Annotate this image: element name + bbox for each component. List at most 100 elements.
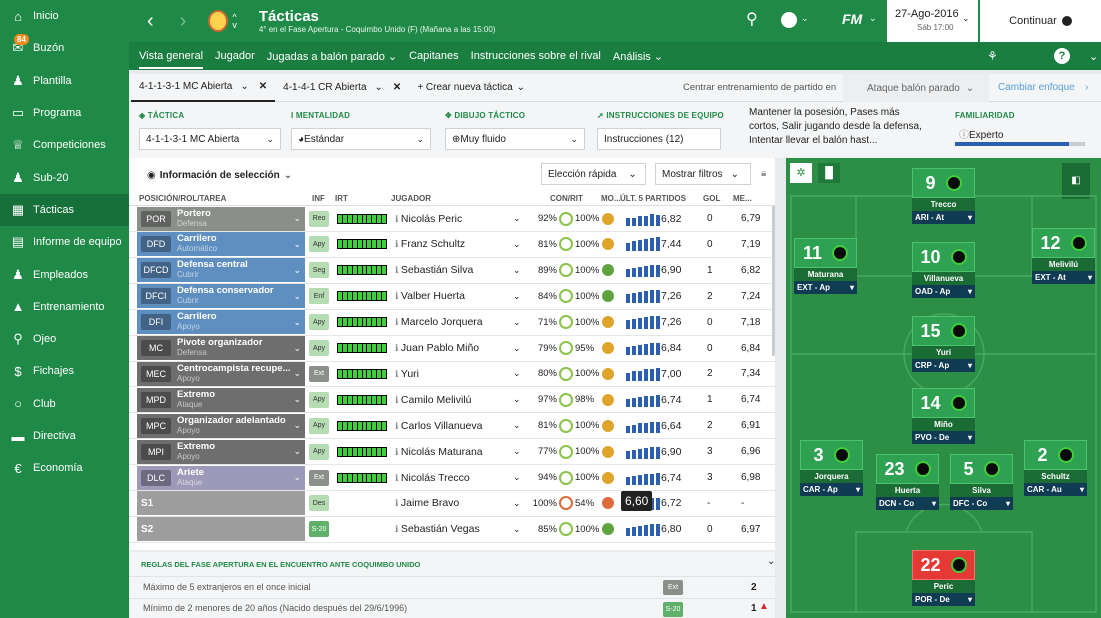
col-irt[interactable]: IRT (335, 194, 348, 203)
expand-icon[interactable]: ◧ (1062, 163, 1090, 199)
pitch-player-card[interactable]: 23 Huerta DCN - Co ▾ (876, 454, 939, 514)
role-selector[interactable]: DFI Carrilero Apoyo ⌄ (137, 310, 305, 335)
mentality-select[interactable]: ◕ Estándar ⌄ (291, 128, 431, 150)
chevron-down-icon[interactable]: ⌄ (513, 368, 521, 379)
chevron-down-icon[interactable]: ⌄ (293, 316, 301, 327)
pitch-player-card[interactable]: 11 Maturana EXT - Ap ▾ (794, 238, 857, 298)
player-name[interactable]: Jaime Bravo (395, 497, 459, 509)
sidebar-item-sub-20[interactable]: ♟ Sub-20 (0, 161, 129, 193)
player-role[interactable]: ARI - At ▾ (912, 211, 975, 224)
chevron-down-icon[interactable]: ⌄ (513, 497, 521, 508)
player-role[interactable]: CAR - Ap ▾ (800, 483, 863, 496)
col-last5[interactable]: ÚLT. 5 PARTIDOS (620, 194, 686, 203)
player-name[interactable]: Sebastián Silva (395, 264, 473, 276)
player-name[interactable]: Juan Pablo Miño (395, 342, 479, 354)
player-role[interactable]: DCN - Co ▾ (876, 497, 939, 510)
player-name[interactable]: Franz Schultz (395, 238, 465, 250)
player-role[interactable]: EXT - Ap ▾ (794, 281, 857, 294)
sidebar-item-empleados[interactable]: ♟ Empleados (0, 258, 129, 290)
chevron-down-icon[interactable]: ⌄ (293, 238, 301, 249)
tab-tactic-1[interactable]: 4-1-1-3-1 MC Abierta ⌄ ✕ (131, 74, 276, 102)
sidebar-item-competiciones[interactable]: ♕ Competiciones (0, 129, 129, 161)
player-role[interactable]: OAD - Ap ▾ (912, 285, 975, 298)
subnav-setpieces[interactable]: Jugadas a balón parado ⌄ (266, 50, 398, 63)
role-selector[interactable]: DFCI Defensa conservador Cubrir ⌄ (137, 284, 305, 309)
player-name[interactable]: Nicolás Trecco (395, 472, 470, 484)
chevron-down-icon[interactable]: ⌄ (513, 213, 521, 223)
quick-pick-select[interactable]: Elección rápida ⌄ (541, 163, 646, 185)
chevron-down-icon[interactable]: ⌄ (513, 472, 521, 482)
club-crest-icon[interactable] (208, 10, 229, 32)
fm-chevron-icon[interactable]: ⌄ (869, 13, 877, 23)
focus-select[interactable]: Ataque balón parado ⌄ (843, 74, 989, 102)
stats-view-icon[interactable]: ▐▌ (818, 163, 840, 183)
chevron-down-icon[interactable]: ⌄ (293, 446, 301, 457)
pitch-player-card[interactable]: 14 Miño PVO - De ▾ (912, 388, 975, 448)
create-tactic-button[interactable]: + Crear nueva táctica ⌄ (409, 74, 533, 102)
player-name[interactable]: Camilo Melivilú (395, 394, 472, 406)
forward-icon[interactable]: › (179, 9, 187, 32)
continue-button[interactable]: Continuar (980, 0, 1101, 42)
table-row[interactable]: S2 S-20 Sebastián Vegas ⌄ 85% 100% 6,80 0 6,97 (129, 517, 775, 543)
player-name[interactable]: Nicolás Maturana (395, 446, 483, 458)
chevron-down-icon[interactable]: ⌄ (513, 420, 521, 431)
player-name[interactable]: Sebastián Vegas (395, 523, 480, 535)
sidebar-item-entrenamiento[interactable]: ▲ Entrenamiento (0, 291, 129, 323)
subnav-chevron-icon[interactable]: ⌄ (1089, 50, 1099, 63)
chevron-down-icon[interactable]: ⌄ (293, 342, 301, 353)
col-mo[interactable]: MO... (601, 194, 621, 203)
rules-collapse-icon[interactable]: ⌄ (767, 556, 776, 567)
col-inf[interactable]: INF (312, 194, 325, 203)
sidebar-item-inicio[interactable]: ⌂ Inicio (0, 0, 129, 32)
player-name[interactable]: Carlos Villanueva (395, 420, 483, 432)
role-selector[interactable]: MPC Organizador adelantado Apoyo ⌄ (137, 413, 305, 438)
sidebar-item-directiva[interactable]: ▬ Directiva (0, 420, 129, 452)
pitch-player-card[interactable]: 10 Villanueva OAD - Ap ▾ (912, 242, 975, 302)
selection-info-dropdown[interactable]: Información de selección (159, 169, 280, 181)
player-name[interactable]: Marcelo Jorquera (395, 316, 483, 328)
role-selector[interactable]: POR Portero Defensa ⌄ (137, 206, 305, 231)
lock-icon[interactable]: 🔒︎ (761, 168, 767, 179)
role-selector[interactable]: S2 (137, 517, 305, 542)
chevron-down-icon[interactable]: ⌄ (513, 316, 521, 327)
globe-chevron-icon[interactable]: ⌄ (801, 13, 809, 23)
pitch-player-card[interactable]: 9 Trecco ARI - At ▾ (912, 168, 975, 228)
instructions-button[interactable]: Instrucciones (12) (597, 128, 721, 150)
role-selector[interactable]: MPI Extremo Apoyo ⌄ (137, 439, 305, 464)
chevron-down-icon[interactable]: ⌄ (293, 290, 301, 301)
pitch-player-card[interactable]: 5 Silva DFC - Co ▾ (950, 454, 1013, 514)
sidebar-item-plantilla[interactable]: ♟ Plantilla (0, 65, 129, 97)
chevron-down-icon[interactable]: ⌄ (293, 394, 301, 405)
tactic-select[interactable]: 4-1-1-3-1 MC Abierta ⌄ (139, 128, 281, 150)
subnav-player[interactable]: Jugador (215, 50, 255, 62)
pitch-player-card[interactable]: 15 Yuri CRP - Ap ▾ (912, 316, 975, 376)
sidebar-item-informe-de-equipo[interactable]: ▤ Informe de equipo (0, 226, 129, 258)
chevron-down-icon[interactable]: ⌄ (293, 472, 301, 482)
chevron-down-icon[interactable]: ⌄ (293, 368, 301, 379)
role-selector[interactable]: MEC Centrocampista recupe... Apoyo ⌄ (137, 361, 305, 386)
pitch-player-card[interactable]: 12 Melivilú EXT - At ▾ (1032, 228, 1095, 288)
role-selector[interactable]: DLC Ariete Ataque ⌄ (137, 465, 305, 490)
col-con[interactable]: CON/RIT (550, 194, 583, 203)
player-role[interactable]: POR - De ▾ (912, 593, 975, 606)
chevron-down-icon[interactable]: ⌄ (374, 82, 383, 93)
chevron-down-icon[interactable]: ⌄ (293, 264, 301, 275)
sidebar-item-economía[interactable]: € Economía (0, 452, 129, 484)
tactics-flow-icon[interactable]: ⚘ (987, 49, 998, 63)
chevron-down-icon[interactable]: ⌄ (513, 446, 521, 457)
col-me[interactable]: ME... (733, 194, 752, 203)
change-focus-link[interactable]: Cambiar enfoque (998, 82, 1075, 93)
role-selector[interactable]: MC Pivote organizador Defensa ⌄ (137, 336, 305, 360)
globe-icon[interactable] (781, 12, 797, 28)
role-selector[interactable]: MPD Extremo Ataque ⌄ (137, 387, 305, 412)
chevron-down-icon[interactable]: ⌄ (513, 264, 521, 275)
pitch-view-icon[interactable]: ✲ (790, 163, 812, 183)
player-role[interactable]: CRP - Ap ▾ (912, 359, 975, 372)
pitch-player-card[interactable]: 22 Peric POR - De ▾ (912, 550, 975, 610)
sidebar-item-club[interactable]: ○ Club (0, 388, 129, 420)
